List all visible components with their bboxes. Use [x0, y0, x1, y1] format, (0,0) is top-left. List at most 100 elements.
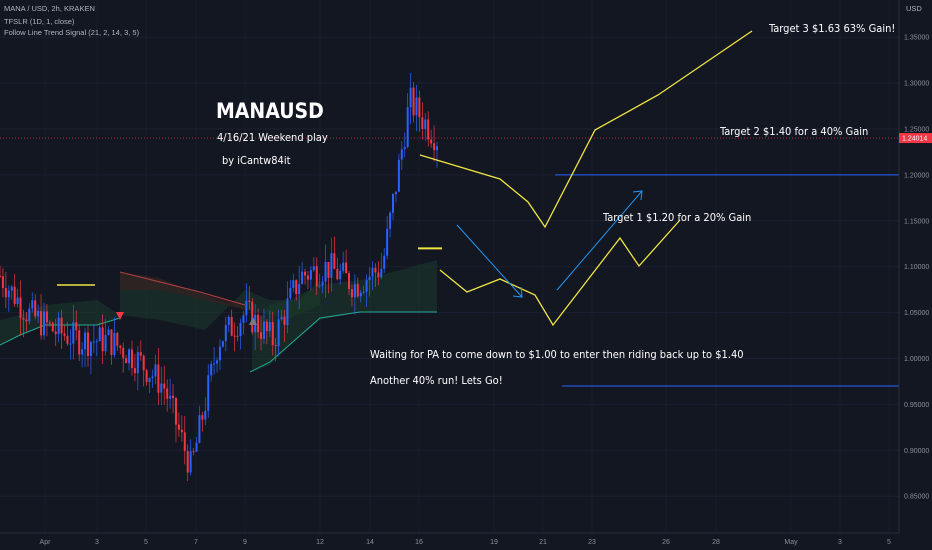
- candle-body: [242, 315, 245, 323]
- candle-body: [48, 322, 51, 324]
- candle-body: [119, 345, 122, 348]
- candle-body: [304, 271, 307, 276]
- currency-label: USD: [906, 4, 922, 13]
- last-price-tag: [899, 133, 932, 144]
- candle-body: [224, 324, 227, 342]
- candle-body: [19, 297, 22, 318]
- candle-body: [57, 317, 60, 335]
- candle-body: [403, 146, 406, 150]
- candle-body: [142, 355, 145, 371]
- candle-body: [392, 194, 395, 213]
- candle-body: [42, 311, 45, 336]
- candle-body: [66, 335, 69, 344]
- time-tick-label: 7: [194, 539, 198, 546]
- candle-body: [400, 149, 403, 160]
- candle-body: [204, 410, 207, 420]
- candle-body: [148, 377, 151, 383]
- candle-body: [45, 311, 48, 323]
- candle-body: [177, 424, 180, 430]
- price-tick-label: 0.95000: [904, 402, 929, 409]
- down-arrow-shaft: [456, 224, 523, 298]
- candle-body: [251, 301, 254, 333]
- candle-body: [130, 349, 133, 368]
- price-axis[interactable]: 0.85000 0.90000 0.95000 1.00000 1.05000 1.100…: [898, 0, 932, 533]
- candle-body: [133, 367, 136, 374]
- time-tick-label: 3: [95, 539, 99, 546]
- candle-body: [13, 286, 16, 305]
- candle-body: [318, 285, 321, 287]
- time-axis[interactable]: Apr 3 5 7 9 12 14 16 19 21 23 26 28 May 3 5: [0, 532, 932, 550]
- follow-line-1: [0, 317, 121, 346]
- candle-body: [315, 266, 318, 287]
- candle-body: [163, 383, 166, 389]
- time-tick-label: Apr: [40, 539, 52, 546]
- candle-body: [298, 283, 301, 295]
- candle-body: [189, 451, 192, 473]
- drawings: [419, 30, 899, 387]
- candle-body: [277, 319, 280, 347]
- candle-body: [383, 255, 386, 269]
- candle-body: [289, 287, 292, 299]
- candle-body: [371, 267, 374, 277]
- candle-body: [239, 322, 242, 337]
- candle-body: [286, 298, 289, 325]
- candle-body: [101, 327, 104, 352]
- candle-body: [195, 442, 198, 452]
- candle-body: [72, 322, 75, 344]
- grid-lines: [0, 36, 899, 497]
- candle-body: [54, 331, 57, 335]
- time-axis-bg: [0, 533, 932, 550]
- candle-body: [430, 139, 433, 144]
- time-tick-label: 3: [838, 539, 842, 546]
- candle-body: [365, 280, 368, 292]
- candle-body: [221, 341, 224, 347]
- candle-body: [309, 270, 312, 280]
- candle-body: [151, 376, 154, 378]
- candle-body: [139, 352, 142, 356]
- candle-body: [113, 332, 116, 356]
- candle-body: [84, 332, 87, 350]
- candle-body: [292, 280, 295, 288]
- candle-body: [350, 289, 353, 298]
- candle-body: [324, 261, 327, 282]
- candle-body: [333, 253, 336, 269]
- candle-body: [218, 346, 221, 361]
- candle-body: [145, 370, 148, 383]
- candle-body: [415, 97, 418, 116]
- candle-body: [107, 329, 110, 335]
- indicator-tfslr-label: TFSLR (1D, 1, close): [4, 17, 75, 26]
- candle-body: [37, 311, 40, 317]
- candle-body: [201, 415, 204, 420]
- candle-body: [306, 275, 309, 280]
- candle-body: [92, 341, 95, 343]
- candle-body: [60, 317, 63, 334]
- last-price-label: 1.24014: [902, 136, 927, 143]
- price-tick-label: 1.20000: [904, 172, 929, 179]
- candle-body: [421, 117, 424, 130]
- candle-body: [174, 398, 177, 425]
- candle-body: [154, 364, 157, 377]
- candle-body: [345, 262, 348, 274]
- candle-body: [295, 280, 298, 295]
- candle-body: [321, 281, 324, 286]
- candle-body: [1, 276, 4, 289]
- run-note: Another 40% run! Lets Go!: [370, 374, 503, 387]
- candle-body: [274, 345, 277, 347]
- candle-body: [207, 375, 210, 411]
- candle-body: [160, 383, 163, 393]
- candle-body: [236, 335, 239, 337]
- candle-body: [433, 143, 436, 151]
- time-tick-label: 19: [490, 539, 498, 546]
- candle-body: [40, 311, 43, 336]
- price-tick-label: 1.35000: [904, 35, 929, 42]
- candle-body: [397, 159, 400, 192]
- candle-body: [116, 332, 119, 346]
- candle-body: [356, 283, 359, 297]
- candle-body: [271, 321, 274, 346]
- candle-body: [213, 363, 216, 365]
- candlesticks: [0, 73, 442, 482]
- symbol-header: MANA / USD, 2h, KRAKEN: [4, 4, 95, 13]
- candle-body: [436, 146, 438, 151]
- candle-body: [166, 388, 169, 399]
